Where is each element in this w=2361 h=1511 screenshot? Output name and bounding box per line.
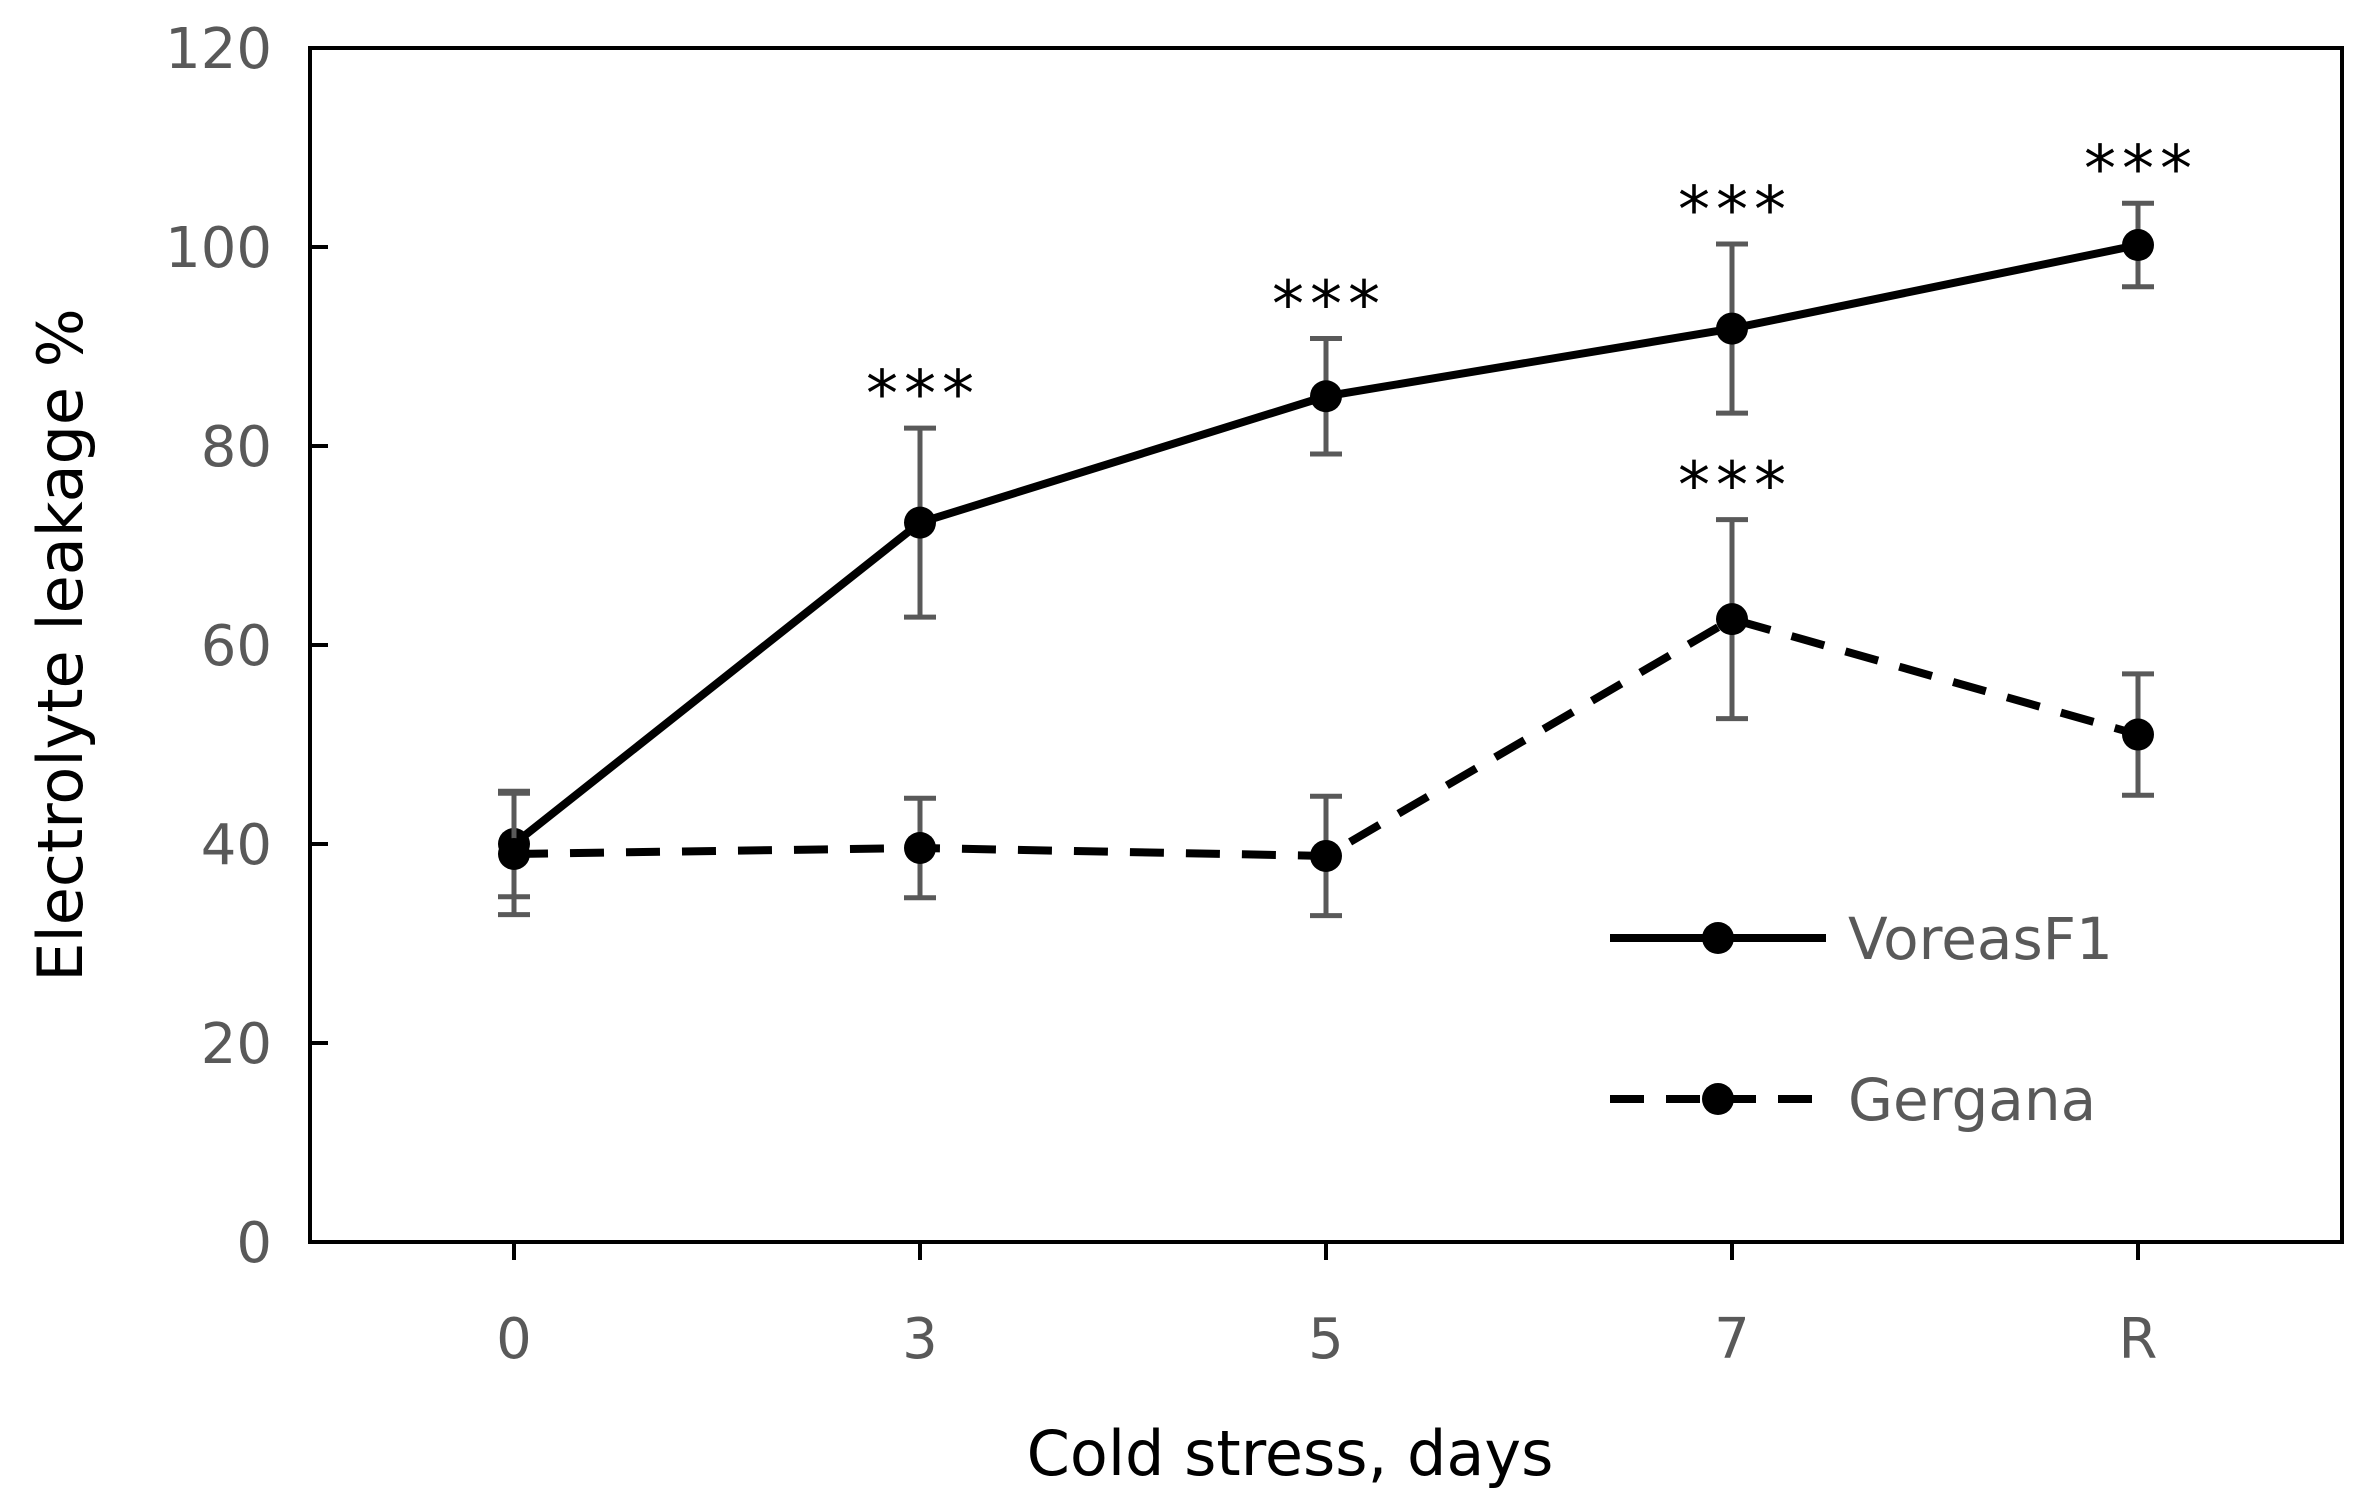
y-tick-label: 40 xyxy=(201,813,272,878)
y-tick-label: 80 xyxy=(201,415,272,480)
significance-label: *** xyxy=(2084,133,2198,207)
data-point xyxy=(904,506,936,539)
data-point xyxy=(498,837,530,870)
significance-label: *** xyxy=(866,358,980,432)
data-point xyxy=(1716,312,1748,345)
data-point xyxy=(1310,839,1342,872)
x-axis-title: Cold stress, days xyxy=(1027,1417,1554,1490)
legend-label: Gergana xyxy=(1848,1066,2096,1134)
x-tick-label: 3 xyxy=(902,1307,938,1372)
y-tick-label: 120 xyxy=(165,17,272,82)
series-voreasf1: *** *** *** *** xyxy=(498,133,2198,900)
data-point xyxy=(2122,718,2154,751)
y-tick-label: 100 xyxy=(165,216,272,281)
data-point xyxy=(1310,380,1342,413)
series-gergana: *** xyxy=(498,450,2154,919)
y-tick-label: 20 xyxy=(201,1012,272,1077)
legend: VoreasF1 Gergana xyxy=(1610,905,2113,1134)
legend-item-voreasf1: VoreasF1 xyxy=(1610,905,2113,973)
legend-marker xyxy=(1702,922,1734,954)
significance-label: *** xyxy=(1678,450,1792,524)
y-axis-title: Electrolyte leakage % xyxy=(24,308,97,981)
legend-item-gergana: Gergana xyxy=(1610,1066,2096,1134)
x-axis: 0 3 5 7 R xyxy=(496,1242,2157,1372)
legend-label: VoreasF1 xyxy=(1848,905,2113,973)
y-tick-label: 60 xyxy=(201,614,272,679)
x-tick-label: R xyxy=(2119,1307,2158,1372)
y-tick-label: 0 xyxy=(236,1211,272,1276)
x-tick-label: 0 xyxy=(496,1307,532,1372)
x-tick-label: 5 xyxy=(1308,1307,1344,1372)
plot-frame xyxy=(308,46,2344,1244)
significance-label: *** xyxy=(1272,269,1386,343)
x-tick-label: 7 xyxy=(1714,1307,1750,1372)
data-point xyxy=(2122,229,2154,262)
data-point xyxy=(904,831,936,864)
y-axis: 0 20 40 60 80 100 120 xyxy=(165,17,328,1276)
legend-marker xyxy=(1702,1083,1734,1115)
data-point xyxy=(1716,603,1748,636)
significance-label: *** xyxy=(1678,174,1792,248)
series-layer: *** *** *** *** *** xyxy=(498,133,2198,919)
